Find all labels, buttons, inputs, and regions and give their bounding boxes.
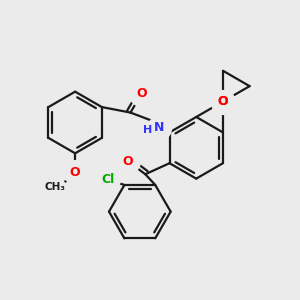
Text: O: O <box>218 95 228 108</box>
Text: H: H <box>143 125 153 135</box>
Text: Cl: Cl <box>101 173 115 186</box>
Text: O: O <box>122 154 133 167</box>
Text: O: O <box>70 166 80 178</box>
Text: N: N <box>154 122 164 134</box>
Text: CH₃: CH₃ <box>45 182 66 192</box>
Text: O: O <box>136 87 147 101</box>
Text: O: O <box>218 95 228 108</box>
